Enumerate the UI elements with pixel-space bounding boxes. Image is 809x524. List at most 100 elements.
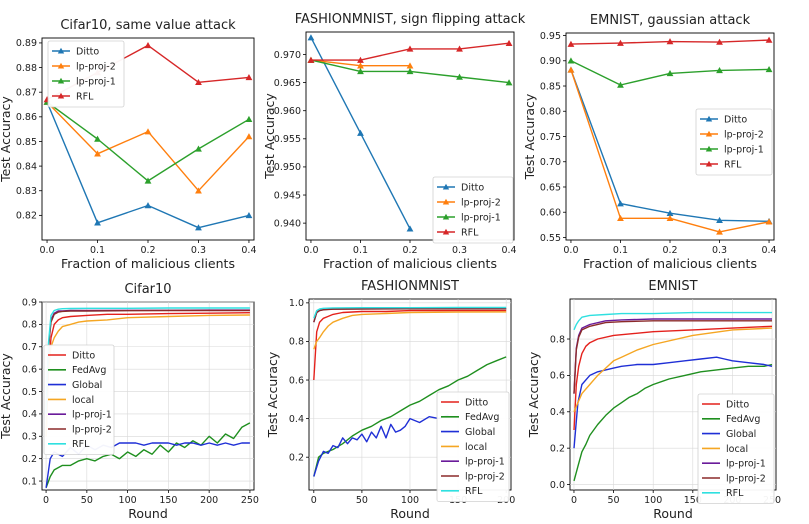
x-axis-label: Round bbox=[390, 506, 430, 521]
data-point-lp-proj-1 bbox=[94, 135, 101, 142]
legend-label: lp-proj-2 bbox=[461, 197, 501, 208]
legend-label: lp-proj-1 bbox=[724, 144, 764, 155]
data-point-Ditto bbox=[406, 225, 414, 232]
data-point-Ditto bbox=[307, 34, 315, 41]
legend-marker-lp-proj-2 bbox=[705, 130, 713, 137]
y-tick-label: 0.60 bbox=[540, 208, 561, 219]
data-point-RFL bbox=[144, 41, 152, 49]
data-point-lp-proj-1 bbox=[456, 73, 463, 80]
legend: Ditto lp-proj-2 lp-proj-1 RFL bbox=[47, 40, 125, 108]
data-point-Ditto bbox=[357, 129, 364, 136]
y-tick-label: 0.2 bbox=[289, 453, 304, 464]
legend-label: lp-proj-1 bbox=[72, 410, 112, 421]
data-point-Ditto bbox=[144, 202, 152, 209]
legend-label: FedAvg bbox=[72, 365, 106, 376]
data-point-lp-proj-2 bbox=[357, 62, 364, 69]
y-axis-label: Test Accuracy bbox=[522, 93, 537, 180]
legend-box bbox=[436, 391, 510, 502]
x-tick-label: 0.1 bbox=[353, 245, 368, 256]
y-axis-label: Test Accuracy bbox=[526, 351, 541, 438]
data-point-lp-proj-1 bbox=[195, 145, 202, 152]
x-tick-label: 100 bbox=[401, 495, 419, 506]
x-tick-label: 0.4 bbox=[761, 245, 776, 256]
legend-box bbox=[697, 393, 775, 504]
chart-title: FASHIONMNIST, sign flipping attack bbox=[295, 12, 526, 27]
y-tick-label: 0.86 bbox=[16, 112, 37, 123]
legend-marker-Ditto bbox=[442, 183, 450, 190]
y-tick-label: 0.95 bbox=[540, 31, 561, 42]
x-axis-label: Fraction of malicious clients bbox=[61, 256, 235, 271]
y-tick-label: 0.8 bbox=[22, 320, 37, 331]
y-tick-label: 0.6 bbox=[289, 375, 304, 386]
y-tick-label: 0.85 bbox=[16, 137, 37, 148]
data-point-lp-proj-2 bbox=[406, 62, 414, 69]
legend-label: Ditto bbox=[724, 114, 747, 125]
series-line-Ditto bbox=[313, 309, 507, 381]
chart-title: EMNIST bbox=[648, 279, 697, 294]
y-tick-label: 0.4 bbox=[289, 414, 304, 425]
y-tick-label: 0.84 bbox=[16, 161, 37, 172]
legend-label: lp-proj-2 bbox=[76, 61, 116, 72]
legend: Ditto FedAvg Global local lp-proj-1 lp-proj-2… bbox=[697, 393, 775, 504]
chart-title: EMNIST, gaussian attack bbox=[590, 13, 751, 28]
legend-box bbox=[43, 344, 115, 455]
series-line-RFL bbox=[45, 307, 250, 414]
series-line-lp-proj-2 bbox=[573, 320, 772, 394]
series-line-local bbox=[313, 311, 507, 350]
data-point-lp-proj-1 bbox=[144, 177, 152, 184]
x-tick-label: 100 bbox=[119, 495, 137, 506]
y-tick-label: 0.6 bbox=[22, 364, 37, 375]
legend-label: local bbox=[72, 395, 94, 406]
legend-label: local bbox=[465, 442, 487, 453]
legend: Ditto lp-proj-2 lp-proj-1 RFL bbox=[695, 108, 773, 176]
x-tick-label: 50 bbox=[356, 495, 368, 506]
legend-label: Ditto bbox=[465, 397, 488, 408]
chart-panel-6: 0.00.20.40.60.8050100150200250DittoFedAv… bbox=[526, 279, 781, 521]
y-tick-label: 0.65 bbox=[540, 182, 561, 193]
data-point-lp-proj-1 bbox=[716, 66, 723, 74]
x-tick-label: 0.0 bbox=[303, 245, 318, 256]
series-layer bbox=[573, 311, 773, 482]
y-tick-label: 0.90 bbox=[540, 56, 561, 67]
legend-label: RFL bbox=[76, 91, 94, 102]
x-tick-label: 0.2 bbox=[402, 245, 417, 256]
data-point-lp-proj-2 bbox=[245, 133, 253, 140]
legend-label: lp-proj-1 bbox=[465, 457, 505, 468]
series-line-RFL bbox=[313, 306, 507, 319]
chart-panel-1: 0.82 0.83 0.84 0.85 0.86 0.87 0.88 0.89 0.0 0.1 0.… bbox=[0, 18, 257, 271]
legend-box bbox=[432, 176, 514, 244]
legend: Ditto lp-proj-2 lp-proj-1 RFL bbox=[432, 176, 514, 244]
series-line-lp-proj-2 bbox=[313, 308, 507, 323]
legend-marker-Ditto bbox=[57, 47, 65, 54]
x-axis-label: Fraction of malicious clients bbox=[323, 256, 497, 271]
y-tick-label: 0.8 bbox=[289, 337, 304, 348]
data-point-lp-proj-2 bbox=[666, 214, 674, 222]
x-tick-label: 0.4 bbox=[241, 245, 256, 256]
y-tick-label: 0.940 bbox=[274, 218, 301, 229]
legend-label: lp-proj-1 bbox=[461, 212, 501, 223]
x-tick-label: 150 bbox=[684, 495, 702, 506]
data-point-lp-proj-2 bbox=[617, 214, 624, 222]
y-tick-label: 0.75 bbox=[540, 132, 561, 143]
data-point-RFL bbox=[765, 36, 773, 43]
y-tick-label: 0.55 bbox=[540, 233, 561, 244]
legend-marker-lp-proj-2 bbox=[57, 62, 65, 69]
x-tick-label: 50 bbox=[608, 495, 620, 506]
legend-box bbox=[47, 40, 125, 108]
data-point-Ditto bbox=[666, 209, 674, 216]
series-layer bbox=[307, 34, 513, 232]
x-tick-label: 0 bbox=[571, 495, 577, 506]
legend-label: RFL bbox=[724, 159, 742, 170]
y-tick-label: 0.82 bbox=[16, 211, 37, 222]
y-tick-label: 0.950 bbox=[274, 162, 301, 173]
y-tick-label: 0.85 bbox=[540, 81, 561, 92]
x-tick-label: 0.0 bbox=[39, 245, 54, 256]
y-axis-label: Test Accuracy bbox=[265, 351, 280, 438]
legend-label: lp-proj-2 bbox=[72, 424, 112, 435]
data-point-lp-proj-1 bbox=[406, 67, 414, 75]
y-tick-label: 0.1 bbox=[22, 476, 37, 487]
y-tick-label: 0.87 bbox=[16, 87, 37, 98]
legend-label: lp-proj-1 bbox=[76, 76, 116, 87]
y-axis-label: Test Accuracy bbox=[0, 353, 13, 440]
